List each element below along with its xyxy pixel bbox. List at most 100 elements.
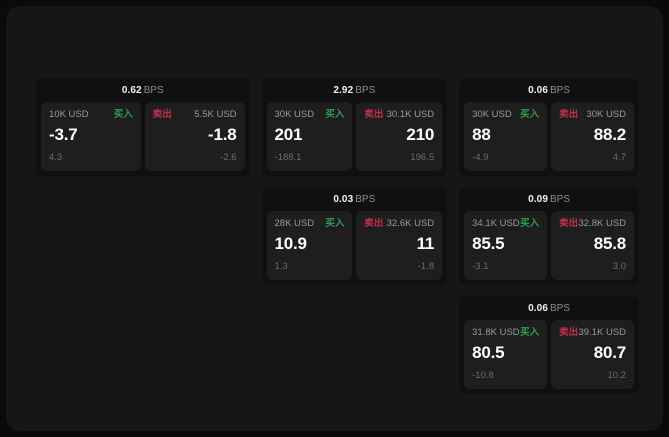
sell-side[interactable]: 卖出 5.5K USD -1.8 -2.6: [144, 102, 245, 171]
sell-tag: 卖出: [559, 327, 579, 338]
buy-tag: 买入: [520, 327, 540, 338]
bps-header: 0.62 BPS: [41, 84, 245, 102]
buy-delta: 4.3: [49, 152, 63, 163]
buy-side[interactable]: 30K USD 买入 201 -188.1: [266, 102, 353, 171]
sell-side[interactable]: 卖出 32.6K USD 11 -1.8: [356, 211, 443, 280]
sell-side-header: 卖出 30K USD: [559, 109, 626, 121]
buy-quantity: 10K USD: [49, 109, 89, 120]
buy-price: 88: [472, 125, 491, 144]
bps-unit: BPS: [355, 85, 376, 96]
bps-header: 0.03 BPS: [267, 193, 443, 211]
quote-card[interactable]: 0.06 BPS 30K USD 买入 88 -4.9 卖出: [459, 78, 639, 176]
sell-delta: 196.5: [410, 152, 435, 163]
quote-card[interactable]: 0.09 BPS 34.1K USD 买入 85.5 -3.1 卖出: [459, 187, 639, 285]
sell-side-header: 卖出 5.5K USD: [153, 109, 237, 121]
quotes-panel: 0.62 BPS 10K USD 买入 -3.7 4.3 卖出: [6, 6, 663, 431]
bps-unit: BPS: [355, 194, 376, 205]
bps-value: 0.62: [121, 85, 142, 96]
buy-side-header: 10K USD 买入: [49, 109, 133, 121]
sell-price: 80.7: [593, 343, 627, 362]
sell-tag: 卖出: [364, 109, 384, 120]
sell-side-header: 卖出 32.8K USD: [559, 218, 626, 230]
buy-side[interactable]: 34.1K USD 买入 85.5 -3.1: [464, 211, 548, 280]
sell-tag: 卖出: [364, 218, 384, 229]
sell-quantity: 32.6K USD: [386, 218, 435, 229]
buy-side-header: 30K USD 买入: [275, 109, 345, 121]
quote-card[interactable]: 0.06 BPS 31.8K USD 买入 80.5 -10.8 卖出: [459, 296, 639, 394]
quote-card[interactable]: 0.62 BPS 10K USD 买入 -3.7 4.3 卖出: [36, 78, 250, 176]
buy-delta: -4.9: [472, 152, 489, 163]
sell-delta: -1.8: [417, 261, 435, 272]
quote-sides: 10K USD 买入 -3.7 4.3 卖出 5.5K USD -1.8 -2.…: [41, 102, 245, 171]
sell-price: 210: [406, 125, 435, 144]
quote-sides: 30K USD 买入 201 -188.1 卖出 30.1K USD 210 1…: [266, 102, 443, 171]
sell-delta: 4.7: [612, 152, 627, 163]
sell-delta: -2.6: [220, 152, 237, 163]
bps-value: 0.03: [333, 194, 354, 205]
bps-header: 0.06 BPS: [464, 84, 634, 102]
bps-value: 0.09: [528, 194, 548, 205]
bps-unit: BPS: [143, 85, 164, 96]
bps-unit: BPS: [550, 194, 571, 205]
buy-quantity: 30K USD: [274, 109, 315, 120]
buy-delta: -3.1: [472, 261, 489, 272]
sell-quantity: 30K USD: [586, 109, 627, 120]
quote-card[interactable]: 2.92 BPS 30K USD 买入 201 -188.1 卖出: [261, 78, 448, 176]
sell-quantity: 39.1K USD: [578, 327, 627, 338]
quote-card[interactable]: 0.03 BPS 28K USD 买入 10.9 1.3 卖出: [261, 187, 448, 285]
sell-price: -1.8: [208, 125, 237, 144]
bps-header: 0.06 BPS: [464, 302, 634, 320]
sell-quantity: 32.8K USD: [578, 218, 627, 229]
sell-side-header: 卖出 30.1K USD: [364, 109, 434, 121]
sell-side[interactable]: 卖出 39.1K USD 80.7 10.2: [551, 320, 635, 389]
sell-side-header: 卖出 39.1K USD: [559, 327, 626, 339]
buy-side[interactable]: 10K USD 买入 -3.7 4.3: [41, 102, 141, 171]
buy-tag: 买入: [325, 218, 345, 229]
buy-quantity: 30K USD: [472, 109, 512, 120]
buy-delta: -10.8: [472, 370, 494, 381]
bps-value: 2.92: [333, 85, 354, 96]
quote-sides: 31.8K USD 买入 80.5 -10.8 卖出 39.1K USD 80.…: [464, 320, 635, 389]
buy-side-header: 34.1K USD 买入: [472, 218, 539, 230]
buy-quantity: 28K USD: [274, 218, 315, 229]
buy-side[interactable]: 30K USD 买入 88 -4.9: [464, 102, 548, 171]
buy-tag: 买入: [520, 218, 540, 229]
buy-tag: 买入: [325, 109, 345, 120]
sell-price: 11: [416, 234, 435, 253]
quote-column-1: 0.62 BPS 10K USD 买入 -3.7 4.3 卖出: [36, 78, 250, 176]
buy-delta: 1.3: [274, 261, 288, 272]
quote-sides: 28K USD 买入 10.9 1.3 卖出 32.6K USD 11 -1.8: [266, 211, 443, 280]
buy-price: -3.7: [49, 125, 78, 144]
sell-delta: 3.0: [612, 261, 627, 272]
sell-tag: 卖出: [152, 109, 172, 120]
sell-tag: 卖出: [559, 109, 579, 120]
sell-tag: 卖出: [559, 218, 579, 229]
sell-side[interactable]: 卖出 30K USD 88.2 4.7: [551, 102, 635, 171]
buy-side-header: 28K USD 买入: [275, 218, 345, 230]
sell-side[interactable]: 卖出 30.1K USD 210 196.5: [356, 102, 443, 171]
bps-header: 2.92 BPS: [267, 84, 443, 102]
sell-quantity: 30.1K USD: [386, 109, 435, 120]
bps-unit: BPS: [550, 303, 571, 314]
quote-sides: 34.1K USD 买入 85.5 -3.1 卖出 32.8K USD 85.8…: [464, 211, 635, 280]
sell-delta: 10.2: [607, 370, 627, 381]
buy-price: 201: [274, 125, 303, 144]
sell-side-header: 卖出 32.6K USD: [364, 218, 434, 230]
bps-header: 0.09 BPS: [464, 193, 634, 211]
buy-side[interactable]: 31.8K USD 买入 80.5 -10.8: [464, 320, 548, 389]
buy-side[interactable]: 28K USD 买入 10.9 1.3: [266, 211, 353, 280]
sell-price: 85.8: [593, 234, 627, 253]
buy-tag: 买入: [520, 109, 540, 120]
buy-side-header: 30K USD 买入: [472, 109, 539, 121]
sell-side[interactable]: 卖出 32.8K USD 85.8 3.0: [551, 211, 635, 280]
quote-card-grid: 0.62 BPS 10K USD 买入 -3.7 4.3 卖出: [36, 78, 639, 394]
buy-quantity: 34.1K USD: [472, 218, 520, 229]
buy-quantity: 31.8K USD: [472, 327, 520, 338]
buy-price: 10.9: [274, 234, 307, 253]
buy-tag: 买入: [113, 109, 133, 120]
quote-column-3: 0.06 BPS 30K USD 买入 88 -4.9 卖出: [459, 78, 639, 394]
quote-sides: 30K USD 买入 88 -4.9 卖出 30K USD 88.2 4.7: [464, 102, 635, 171]
sell-quantity: 5.5K USD: [194, 109, 237, 120]
buy-price: 80.5: [472, 343, 505, 362]
buy-side-header: 31.8K USD 买入: [472, 327, 539, 339]
